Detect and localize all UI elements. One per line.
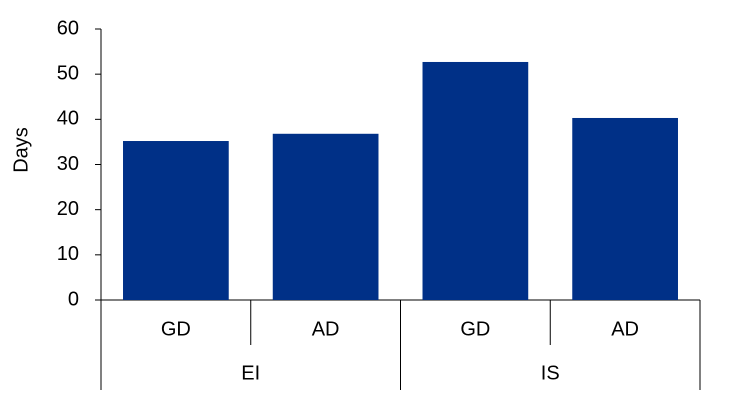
bar	[422, 61, 529, 301]
y-tick-label: 0	[68, 288, 79, 310]
bar	[272, 133, 379, 300]
x-tick-label: AD	[611, 318, 639, 340]
y-tick-label: 20	[57, 198, 79, 220]
y-tick-label: 60	[57, 17, 79, 39]
y-tick-label: 50	[57, 62, 79, 84]
y-tick-label: 40	[57, 108, 79, 130]
bar	[572, 117, 678, 300]
y-tick-label: 30	[57, 153, 79, 175]
y-tick-label: 10	[57, 243, 79, 265]
x-tick-label: GD	[460, 318, 490, 340]
group-label: EI	[241, 362, 260, 384]
y-axis-label: Days	[10, 127, 32, 173]
group-label: IS	[541, 362, 560, 384]
bar	[123, 141, 229, 300]
x-tick-label: AD	[312, 318, 340, 340]
x-tick-label: GD	[161, 318, 191, 340]
